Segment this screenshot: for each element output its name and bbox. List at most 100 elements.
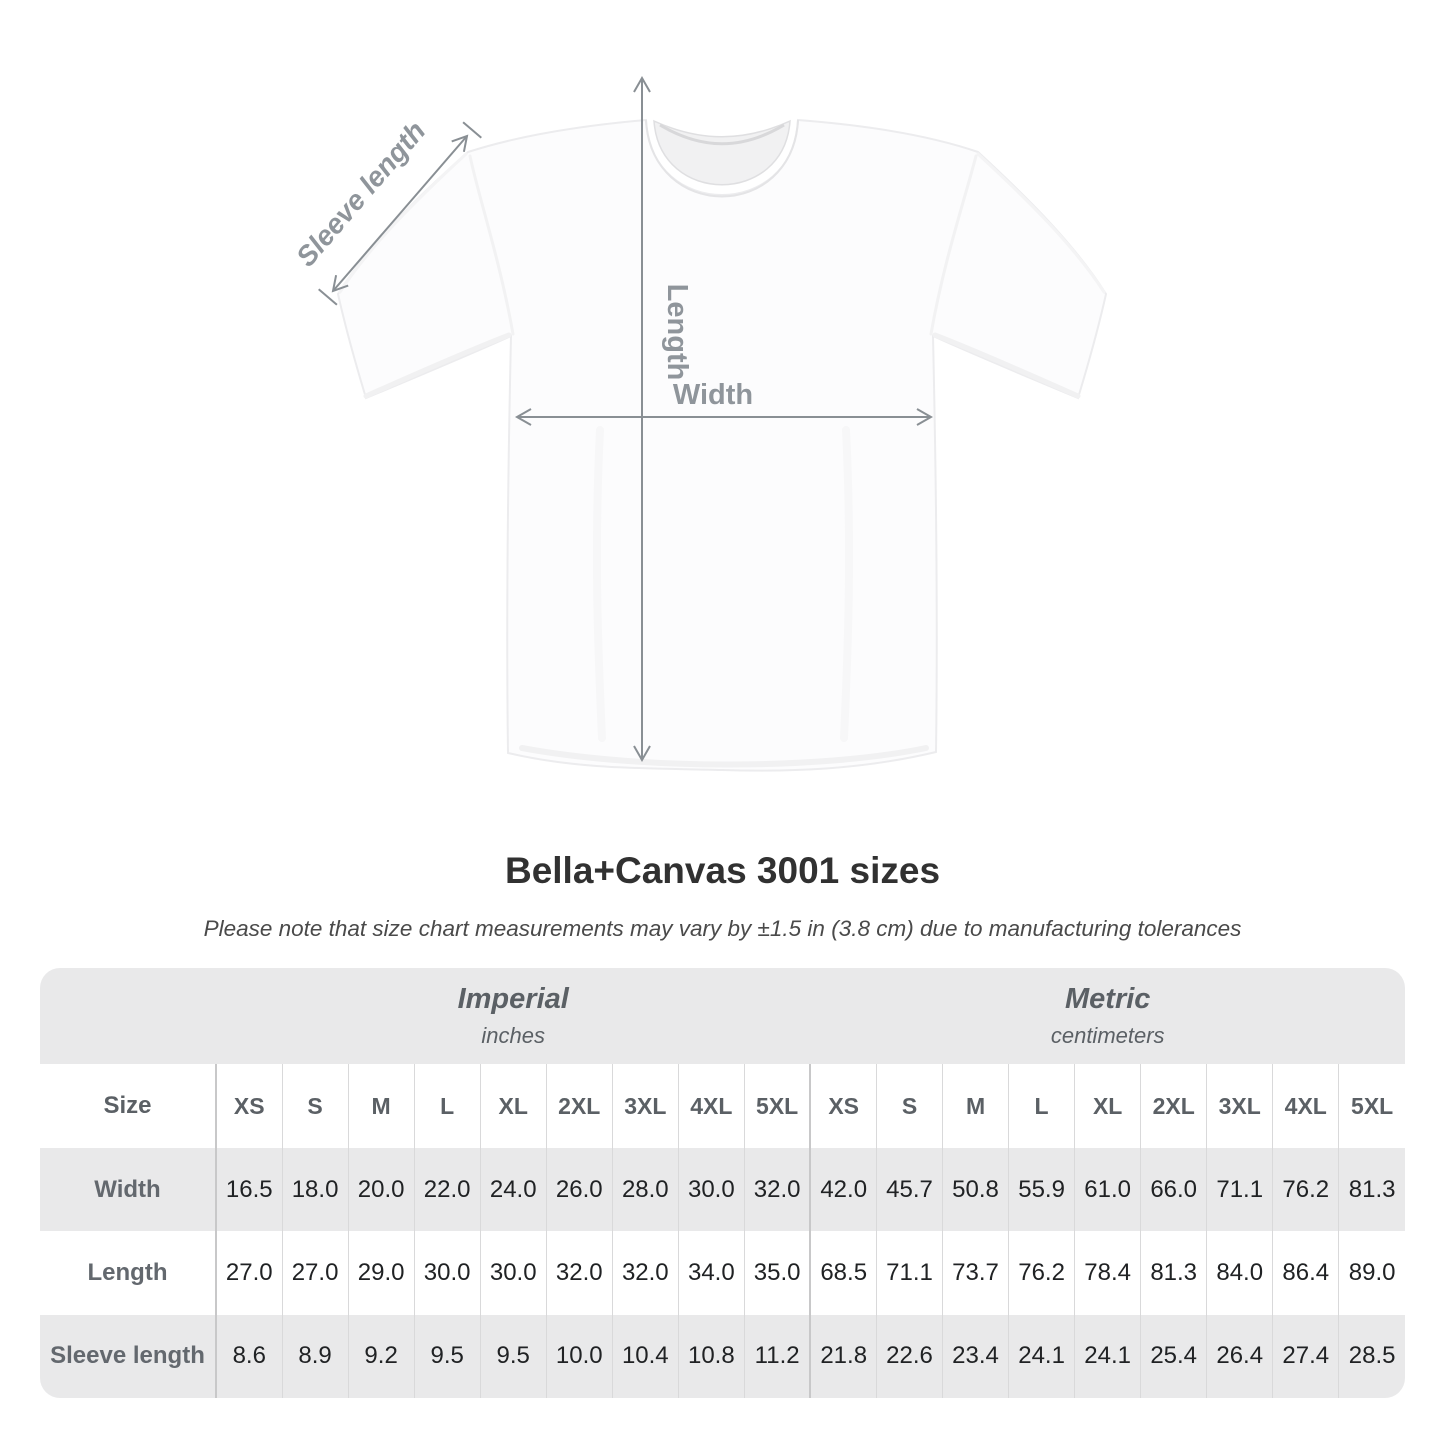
measurement-row-width: Width 16.5 18.0 20.0 22.0 24.0 26.0 28.0 30.0 32.… <box>40 1148 1405 1232</box>
tshirt-collar <box>645 119 799 198</box>
value-cell: 30.0 <box>677 1148 745 1232</box>
value-cell: 61.0 <box>1074 1148 1141 1232</box>
value-cell: 86.4 <box>1272 1231 1339 1315</box>
group-row-spacer <box>40 968 216 1064</box>
value-cell: 71.1 <box>1206 1148 1273 1232</box>
value-cell: 9.5 <box>413 1314 481 1398</box>
value-cell: 66.0 <box>1140 1148 1207 1232</box>
size-header-metric-4xl: 4XL <box>1272 1064 1339 1148</box>
size-header-metric-s: S <box>875 1064 943 1148</box>
value-cell: 42.0 <box>809 1148 877 1232</box>
size-header-metric-5xl: 5XL <box>1338 1064 1405 1148</box>
length-arrow <box>633 75 651 763</box>
value-cell: 16.5 <box>214 1148 283 1232</box>
value-cell: 84.0 <box>1206 1231 1273 1315</box>
value-cell: 24.1 <box>1008 1314 1075 1398</box>
value-cell: 9.2 <box>347 1314 415 1398</box>
value-cell: 22.0 <box>413 1148 481 1232</box>
sleeve-length-arrow <box>318 121 482 306</box>
value-cell: 71.1 <box>875 1231 943 1315</box>
value-cell: 50.8 <box>942 1148 1009 1232</box>
value-cell: 26.0 <box>545 1148 613 1232</box>
value-cell: 22.6 <box>875 1314 943 1398</box>
size-header-imperial-s: S <box>281 1064 349 1148</box>
value-cell: 24.1 <box>1074 1314 1141 1398</box>
size-header-imperial-3xl: 3XL <box>611 1064 679 1148</box>
value-cell: 32.0 <box>611 1231 679 1315</box>
value-cell: 27.0 <box>214 1231 283 1315</box>
value-cell: 9.5 <box>479 1314 547 1398</box>
value-cell: 30.0 <box>413 1231 481 1315</box>
value-cell: 27.0 <box>281 1231 349 1315</box>
size-header-metric-3xl: 3XL <box>1206 1064 1273 1148</box>
value-cell: 76.2 <box>1272 1148 1339 1232</box>
value-cell: 10.0 <box>545 1314 613 1398</box>
tshirt-diagram: Sleeve length Length Width <box>290 75 1108 772</box>
value-cell: 78.4 <box>1074 1231 1141 1315</box>
row-label: Sleeve length <box>50 1342 205 1370</box>
value-cell: 10.8 <box>677 1314 745 1398</box>
tolerance-note: Please note that size chart measurements… <box>203 916 1242 941</box>
unit-group-row: Imperial inches Metric centimeters <box>40 968 1405 1064</box>
value-cell: 76.2 <box>1008 1231 1075 1315</box>
metric-group-header: Metric centimeters <box>810 968 1405 1064</box>
value-cell: 30.0 <box>479 1231 547 1315</box>
size-header-imperial-m: M <box>347 1064 415 1148</box>
value-cell: 32.0 <box>743 1148 811 1232</box>
value-cell: 20.0 <box>347 1148 415 1232</box>
measurement-row-sleeve-length: Sleeve length 8.6 8.9 9.2 9.5 9.5 10.0 10.4 10.8… <box>40 1314 1405 1398</box>
value-cell: 81.3 <box>1338 1148 1405 1232</box>
size-column-header: Size <box>40 1064 216 1148</box>
value-cell: 29.0 <box>347 1231 415 1315</box>
value-cell: 28.5 <box>1338 1314 1405 1398</box>
row-label: Length <box>40 1231 216 1315</box>
value-cell: 8.6 <box>214 1314 283 1398</box>
metric-unit: centimeters <box>1050 1023 1165 1048</box>
value-cell: 68.5 <box>809 1231 877 1315</box>
value-cell: 27.4 <box>1272 1314 1339 1398</box>
size-header-imperial-xl: XL <box>479 1064 547 1148</box>
value-cell: 55.9 <box>1008 1148 1075 1232</box>
measurement-row-length: Length 27.0 27.0 29.0 30.0 30.0 32.0 32.0 34.0 35… <box>40 1231 1405 1315</box>
row-label: Width <box>94 1175 161 1203</box>
value-cell: 21.8 <box>809 1314 877 1398</box>
size-header-metric-m: M <box>942 1064 1009 1148</box>
tshirt-silhouette <box>336 118 1108 772</box>
page-title: Bella+Canvas 3001 sizes <box>504 850 941 891</box>
value-cell: 25.4 <box>1140 1314 1207 1398</box>
imperial-group-header: Imperial inches <box>216 968 810 1064</box>
size-header-metric-2xl: 2XL <box>1140 1064 1207 1148</box>
value-cell: 11.2 <box>743 1314 811 1398</box>
value-cell: 35.0 <box>743 1231 811 1315</box>
value-cell: 18.0 <box>281 1148 349 1232</box>
size-header-metric-l: L <box>1008 1064 1075 1148</box>
size-table: Imperial inches Metric centimeters Size … <box>40 968 1405 1398</box>
value-cell: 10.4 <box>611 1314 679 1398</box>
size-header-imperial-4xl: 4XL <box>677 1064 745 1148</box>
metric-label: Metric <box>1065 983 1151 1015</box>
width-arrow <box>514 408 934 426</box>
value-cell: 8.9 <box>281 1314 349 1398</box>
value-cell: 73.7 <box>942 1231 1009 1315</box>
value-cell: 28.0 <box>611 1148 679 1232</box>
length-label: Length <box>661 284 693 381</box>
value-cell: 26.4 <box>1206 1314 1273 1398</box>
value-cell: 89.0 <box>1338 1231 1405 1315</box>
size-header-imperial-2xl: 2XL <box>545 1064 613 1148</box>
value-cell: 24.0 <box>479 1148 547 1232</box>
value-cell: 45.7 <box>875 1148 943 1232</box>
size-header-imperial-xs: XS <box>214 1064 283 1148</box>
size-header-row: Size XS S M L XL 2XL 3XL 4XL 5XL XS S M L XL 2XL 3XL 4XL… <box>40 1064 1405 1148</box>
tshirt-shading <box>338 152 1106 768</box>
size-header-metric-xs: XS <box>809 1064 877 1148</box>
width-label: Width <box>673 379 753 411</box>
value-cell: 81.3 <box>1140 1231 1207 1315</box>
size-header-imperial-l: L <box>413 1064 481 1148</box>
size-header-imperial-5xl: 5XL <box>743 1064 811 1148</box>
value-cell: 34.0 <box>677 1231 745 1315</box>
value-cell: 32.0 <box>545 1231 613 1315</box>
value-cell: 23.4 <box>942 1314 1009 1398</box>
size-table-card: Imperial inches Metric centimeters Size … <box>40 968 1405 1398</box>
imperial-unit: inches <box>481 1023 545 1048</box>
